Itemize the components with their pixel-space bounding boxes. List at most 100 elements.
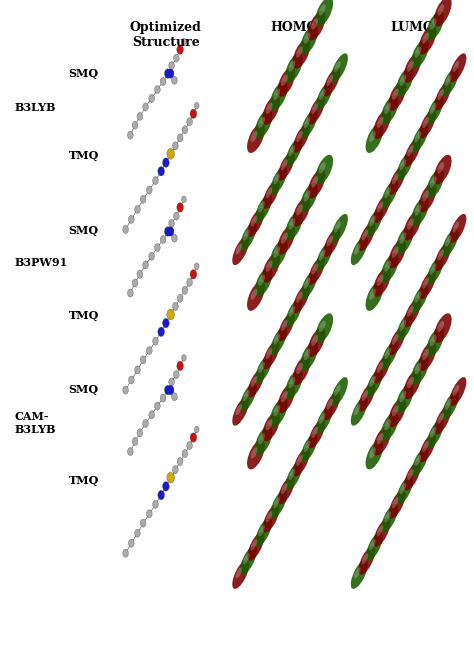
Ellipse shape — [381, 253, 399, 283]
Ellipse shape — [281, 74, 288, 86]
Ellipse shape — [384, 187, 391, 199]
Ellipse shape — [251, 215, 257, 227]
Circle shape — [167, 149, 174, 159]
Ellipse shape — [369, 539, 376, 551]
Circle shape — [143, 261, 148, 269]
Ellipse shape — [334, 61, 341, 72]
Ellipse shape — [449, 377, 466, 406]
Ellipse shape — [351, 397, 368, 425]
Ellipse shape — [289, 306, 295, 317]
Ellipse shape — [258, 362, 265, 373]
Ellipse shape — [430, 18, 437, 29]
Circle shape — [172, 393, 177, 401]
Ellipse shape — [369, 447, 376, 458]
Ellipse shape — [301, 110, 318, 138]
Ellipse shape — [381, 180, 398, 209]
Circle shape — [158, 167, 164, 176]
Ellipse shape — [247, 440, 265, 470]
Circle shape — [190, 109, 197, 118]
Ellipse shape — [453, 221, 459, 233]
Ellipse shape — [293, 284, 310, 313]
Ellipse shape — [369, 215, 376, 227]
Ellipse shape — [351, 560, 368, 589]
Ellipse shape — [304, 441, 310, 452]
Ellipse shape — [308, 419, 325, 448]
Circle shape — [132, 279, 138, 287]
Ellipse shape — [388, 239, 406, 269]
Text: TMQ: TMQ — [69, 310, 99, 321]
Ellipse shape — [411, 197, 429, 227]
Ellipse shape — [270, 397, 288, 427]
Circle shape — [155, 86, 160, 94]
Ellipse shape — [281, 483, 288, 494]
Circle shape — [182, 126, 188, 134]
Ellipse shape — [263, 341, 280, 369]
Ellipse shape — [316, 242, 333, 271]
Ellipse shape — [270, 166, 287, 195]
Circle shape — [146, 186, 152, 194]
Ellipse shape — [311, 18, 318, 29]
Ellipse shape — [255, 355, 272, 383]
Circle shape — [135, 205, 140, 213]
Circle shape — [163, 318, 169, 328]
Ellipse shape — [255, 518, 272, 547]
Ellipse shape — [278, 476, 295, 504]
Ellipse shape — [273, 88, 280, 100]
Ellipse shape — [351, 236, 368, 265]
Ellipse shape — [319, 162, 326, 173]
Ellipse shape — [389, 326, 406, 355]
Circle shape — [137, 112, 143, 120]
Ellipse shape — [247, 281, 265, 311]
Circle shape — [177, 458, 183, 466]
Circle shape — [149, 252, 155, 260]
Ellipse shape — [374, 194, 391, 223]
Ellipse shape — [438, 250, 444, 261]
Circle shape — [177, 294, 183, 302]
Circle shape — [160, 235, 166, 244]
Ellipse shape — [445, 235, 452, 247]
Ellipse shape — [319, 4, 326, 15]
Ellipse shape — [403, 211, 421, 241]
Ellipse shape — [281, 391, 288, 402]
Ellipse shape — [278, 152, 295, 181]
Ellipse shape — [301, 434, 318, 462]
Ellipse shape — [289, 469, 295, 480]
Ellipse shape — [358, 383, 375, 411]
Circle shape — [173, 212, 179, 220]
Ellipse shape — [255, 194, 272, 223]
Text: TMQ: TMQ — [69, 150, 99, 161]
Ellipse shape — [449, 214, 466, 243]
Ellipse shape — [304, 190, 310, 201]
Ellipse shape — [331, 54, 348, 82]
Circle shape — [167, 69, 174, 78]
Circle shape — [140, 356, 146, 364]
Ellipse shape — [251, 539, 257, 551]
Text: TMQ: TMQ — [69, 475, 99, 486]
Circle shape — [128, 289, 133, 297]
Ellipse shape — [377, 525, 383, 537]
Ellipse shape — [304, 32, 310, 43]
Circle shape — [182, 38, 186, 45]
Ellipse shape — [415, 131, 421, 142]
Ellipse shape — [377, 362, 383, 373]
Ellipse shape — [426, 327, 444, 357]
Circle shape — [177, 45, 183, 54]
Ellipse shape — [400, 483, 406, 494]
Ellipse shape — [304, 117, 310, 128]
Ellipse shape — [311, 264, 318, 275]
Circle shape — [190, 270, 197, 279]
Ellipse shape — [400, 74, 406, 86]
Ellipse shape — [247, 532, 264, 561]
Circle shape — [182, 196, 186, 203]
Ellipse shape — [334, 221, 341, 233]
Ellipse shape — [415, 292, 421, 303]
Ellipse shape — [281, 320, 288, 331]
Circle shape — [169, 219, 174, 227]
Ellipse shape — [365, 123, 383, 153]
Circle shape — [173, 371, 179, 379]
Ellipse shape — [419, 25, 437, 55]
Ellipse shape — [285, 53, 303, 83]
Ellipse shape — [384, 348, 391, 359]
Ellipse shape — [255, 109, 273, 139]
Text: SMQ: SMQ — [69, 225, 99, 236]
